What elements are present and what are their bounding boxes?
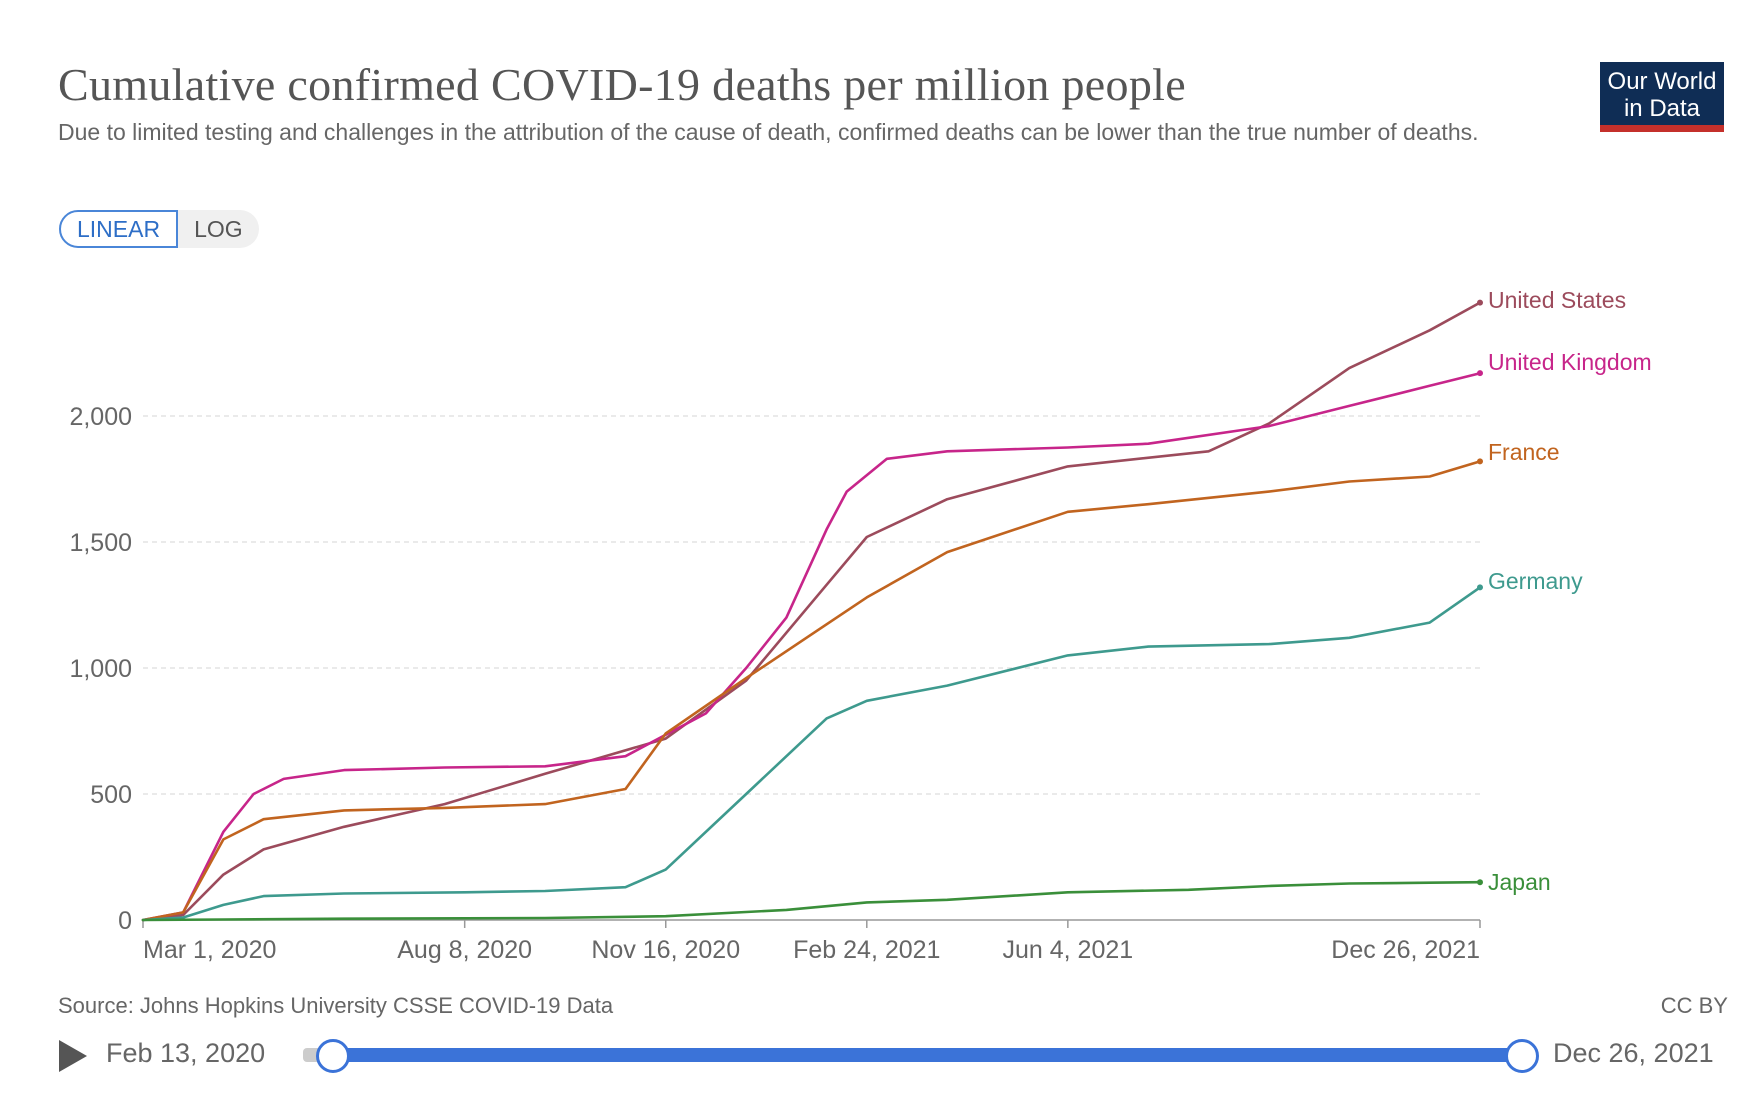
chart-subtitle: Due to limited testing and challenges in… <box>58 119 1479 145</box>
x-tick-label: Feb 24, 2021 <box>793 936 940 964</box>
timeline-start-handle[interactable] <box>316 1039 350 1073</box>
scale-toggle: LINEAR LOG <box>59 210 259 248</box>
license-link[interactable]: CC BY <box>1660 993 1728 1018</box>
series-end-point <box>1477 370 1483 377</box>
series-line-germany <box>141 586 1482 922</box>
series-line-united-kingdom <box>141 371 1482 922</box>
source-note[interactable]: Source: Johns Hopkins University CSSE CO… <box>58 993 614 1018</box>
series-line-japan <box>141 880 1482 922</box>
play-icon[interactable] <box>59 1040 87 1072</box>
y-tick-label: 500 <box>90 781 132 809</box>
logo-line-2: in Data <box>1623 95 1701 122</box>
x-tick-label: Aug 8, 2020 <box>397 936 532 964</box>
y-tick-label: 1,500 <box>69 529 132 557</box>
x-tick-label: Dec 26, 2021 <box>1331 936 1480 964</box>
x-tick-label: Nov 16, 2020 <box>591 936 740 964</box>
line-chart: 0 500 1,000 1,500 2,000 Mar 1, 2020 Aug 8, 202… <box>69 287 1652 964</box>
linear-scale-button[interactable]: LINEAR <box>59 210 179 248</box>
series-line-france <box>141 460 1482 922</box>
owid-logo[interactable]: Our World in Data <box>1600 62 1724 132</box>
series-end-point <box>1477 879 1483 886</box>
series-end-point <box>1477 584 1483 591</box>
series-label: United Kingdom <box>1488 349 1652 375</box>
series-label: Japan <box>1488 869 1551 895</box>
timeline-end-label: Dec 26, 2021 <box>1553 1038 1714 1068</box>
chart-title: Cumulative confirmed COVID-19 deaths per… <box>58 59 1186 110</box>
series-label: United States <box>1488 287 1626 313</box>
timeline-start-label: Feb 13, 2020 <box>106 1038 266 1068</box>
x-tick-label: Mar 1, 2020 <box>143 936 276 964</box>
logo-line-1: Our World <box>1607 68 1717 95</box>
y-tick-label: 0 <box>118 907 132 935</box>
timeline-selected-range <box>333 1048 1521 1062</box>
series-end-point <box>1477 299 1483 306</box>
series-end-point <box>1477 458 1483 465</box>
series-label: Germany <box>1488 568 1583 594</box>
x-tick-label: Jun 4, 2021 <box>1003 936 1134 964</box>
timeline-end-handle[interactable] <box>1505 1039 1539 1073</box>
log-scale-button[interactable]: LOG <box>194 216 243 242</box>
series-label: France <box>1488 439 1560 465</box>
y-tick-label: 2,000 <box>69 403 132 431</box>
series-line-united-states <box>141 301 1482 922</box>
y-tick-label: 1,000 <box>69 655 132 683</box>
